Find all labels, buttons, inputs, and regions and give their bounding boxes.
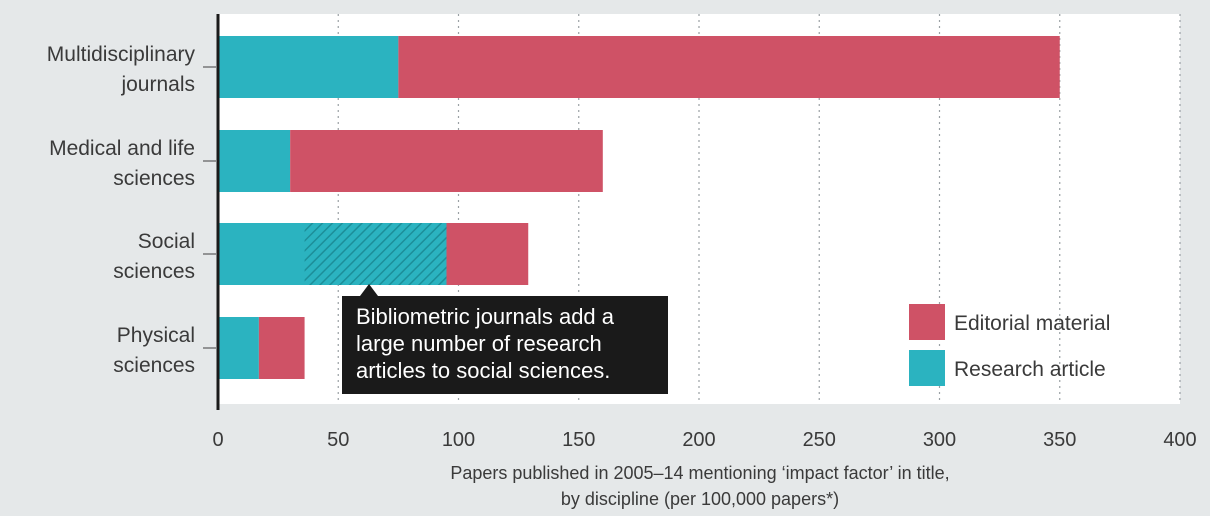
category-label: Multidisciplinary journals: [47, 43, 196, 96]
bar-research-article: [218, 36, 399, 98]
bar-editorial-material: [398, 36, 1060, 98]
category-labels: Multidisciplinary journals Medical and lif…: [47, 43, 216, 377]
bar-highlight-hatched: [304, 223, 447, 285]
bar-editorial-material: [258, 317, 305, 379]
x-tick-label: 200: [682, 429, 715, 451]
callout-text-line: Bibliometric journals add a: [356, 304, 615, 329]
category-label: Social sciences: [113, 230, 195, 283]
bar-editorial-material: [446, 223, 529, 285]
x-axis-title-line: Papers published in 2005–14 mentioning ‘…: [450, 463, 949, 483]
category-label-line: sciences: [113, 260, 195, 283]
category-label-line: sciences: [113, 354, 195, 377]
category-label: Medical and life sciences: [49, 137, 195, 190]
legend-swatch: [909, 350, 945, 386]
bars: [218, 36, 1060, 379]
x-tick-label: 150: [562, 429, 595, 451]
legend-label: Editorial material: [954, 312, 1110, 335]
x-axis: 0 50 100 150 200 250 300 350 400: [212, 14, 1197, 451]
callout-text-line: large number of research: [356, 331, 602, 356]
category-label-line: Medical and life: [49, 137, 195, 160]
callout-box: [342, 296, 668, 394]
bar-research-article: [218, 317, 259, 379]
legend: Editorial material Research article: [909, 304, 1110, 386]
callout-pointer: [360, 284, 378, 296]
callout-text-line: articles to social sciences.: [356, 358, 610, 383]
bar-editorial-material: [290, 130, 603, 192]
x-tick-label: 300: [923, 429, 956, 451]
x-axis-title-line: by discipline (per 100,000 papers*): [561, 489, 839, 509]
x-tick-label: 400: [1163, 429, 1196, 451]
category-label-line: Social: [138, 230, 195, 253]
legend-swatch: [909, 304, 945, 340]
bar-research-article: [218, 130, 291, 192]
x-tick-label: 100: [442, 429, 475, 451]
category-label-line: Physical: [117, 324, 195, 347]
x-tick-label: 250: [803, 429, 836, 451]
category-label: Physical sciences: [113, 324, 195, 377]
legend-label: Research article: [954, 358, 1106, 381]
category-label-line: journals: [120, 73, 195, 96]
x-tick-label: 0: [212, 429, 223, 451]
category-label-line: Multidisciplinary: [47, 43, 196, 66]
x-axis-title: Papers published in 2005–14 mentioning ‘…: [450, 463, 949, 509]
x-tick-label: 50: [327, 429, 349, 451]
category-label-line: sciences: [113, 167, 195, 190]
x-tick-label: 350: [1043, 429, 1076, 451]
